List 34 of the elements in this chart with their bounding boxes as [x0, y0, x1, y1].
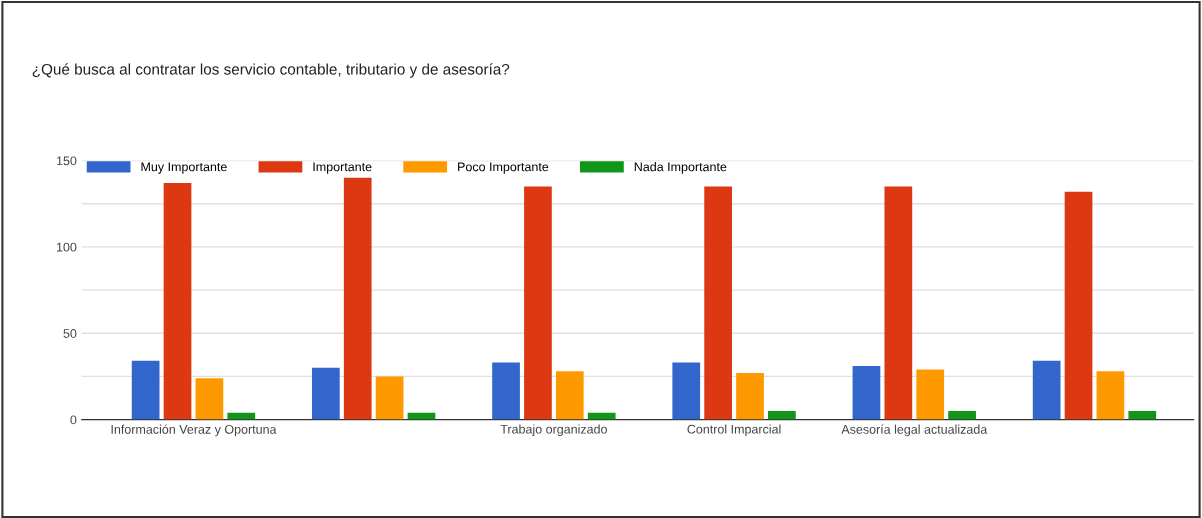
- bar: [704, 186, 732, 420]
- x-tick-label: Trabajo organizado: [500, 424, 607, 437]
- bar: [311, 367, 340, 420]
- bar: [1032, 360, 1061, 420]
- bar: [555, 371, 584, 420]
- y-tick-label: 0: [70, 415, 77, 425]
- x-tick-label: Asesoría legal actualizada: [841, 424, 988, 437]
- bar: [852, 366, 881, 420]
- y-tick-label: 100: [56, 242, 77, 252]
- bar: [672, 362, 701, 420]
- legend-label: Muy Importante: [141, 162, 227, 174]
- x-tick-label: Información Veraz y Oportuna: [111, 424, 277, 437]
- bar: [1064, 191, 1093, 420]
- bar: [884, 186, 913, 420]
- bar: [1096, 371, 1125, 420]
- bar: [1128, 410, 1157, 420]
- legend-label: Poco Importante: [458, 162, 549, 174]
- bar: [768, 410, 796, 420]
- bar: [131, 360, 160, 420]
- bar: [524, 186, 552, 420]
- x-tick-label: Control Imparcial: [687, 424, 781, 437]
- bar: [492, 362, 520, 420]
- bar: [163, 183, 192, 420]
- bar: [195, 378, 224, 420]
- bar: [916, 369, 945, 420]
- bar: [736, 372, 764, 420]
- bar: [948, 410, 976, 420]
- chart-title: ¿Qué busca al contratar los servicio contable, tributario y de asesoría?: [32, 63, 510, 78]
- legend-label: Importante: [313, 162, 372, 174]
- y-tick-label: 150: [56, 156, 77, 166]
- y-tick-label: 50: [63, 329, 77, 338]
- legend-label: Nada Importante: [634, 162, 727, 174]
- bar: [343, 177, 372, 420]
- bar: [375, 376, 404, 420]
